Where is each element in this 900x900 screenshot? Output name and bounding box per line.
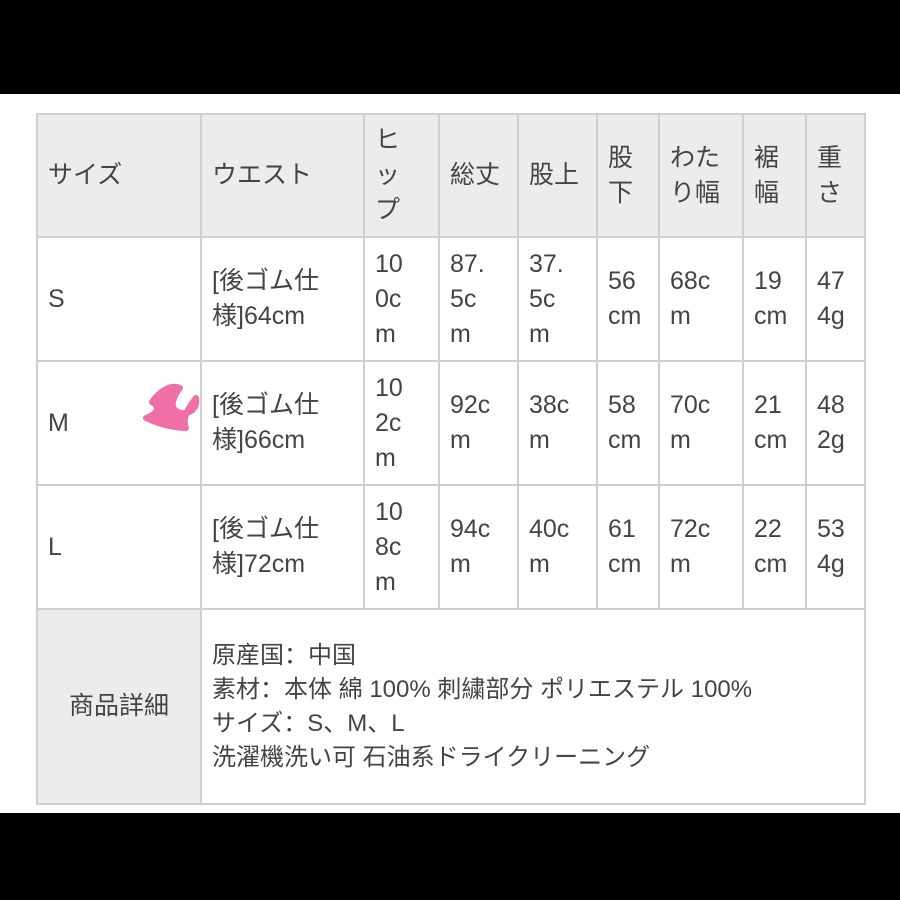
cell-size: L [36, 484, 202, 610]
cell-weight-value: 474g [817, 267, 845, 330]
header-hem: 裾幅 [742, 113, 807, 238]
cell-inseam: 61cm [596, 484, 660, 610]
cell-total-length-value: 92cm [450, 391, 491, 454]
details-care: 洗濯機洗い可 石油系ドライクリーニング [212, 743, 651, 771]
header-thigh-label: わたり幅 [670, 143, 721, 207]
header-waist: ウエスト [200, 113, 365, 238]
cell-rise-value: 38cm [529, 391, 570, 454]
header-hem-label: 裾幅 [754, 143, 780, 207]
details-content: 原産国：中国 素材：本体 綿 100% 刺繍部分 ポリエステル 100% サイズ… [200, 608, 866, 805]
cell-hem-value: 21cm [754, 391, 788, 454]
header-hip-label: ヒップ [375, 126, 401, 224]
header-weight-label: 重さ [817, 143, 843, 207]
cell-thigh: 68cm [658, 236, 744, 362]
details-label: 商品詳細 [36, 608, 202, 805]
header-rise: 股上 [517, 113, 598, 238]
header-inseam: 股下 [596, 113, 660, 238]
pink-scribble-mark [143, 383, 200, 431]
cell-inseam: 56cm [596, 236, 660, 362]
cell-weight-value: 482g [817, 391, 845, 454]
header-inseam-label: 股下 [608, 143, 634, 207]
cell-hem-value: 19cm [754, 267, 788, 330]
cell-weight: 482g [805, 360, 866, 486]
cell-hem-value: 22cm [754, 515, 788, 578]
header-weight: 重さ [805, 113, 866, 238]
header-hip: ヒップ [363, 113, 440, 238]
cell-thigh: 70cm [658, 360, 744, 486]
cell-waist: [後ゴム仕様]66cm [200, 360, 365, 486]
cell-inseam-value: 58cm [608, 391, 642, 454]
cell-weight-value: 534g [817, 515, 845, 578]
header-thigh: わたり幅 [658, 113, 744, 238]
table-row-s: S [後ゴム仕様]64cm 100cm 87.5cm 37.5cm 56cm 6… [36, 236, 866, 362]
header-total-length: 総丈 [438, 113, 519, 238]
cell-rise-value: 40cm [529, 515, 570, 578]
screenshot-content: サイズ ウエスト ヒップ 総丈 股上 股下 わたり幅 裾幅 重さ S [後ゴム仕… [0, 94, 900, 813]
cell-hem: 21cm [742, 360, 807, 486]
cell-total-length-value: 94cm [450, 515, 491, 578]
details-sizes: サイズ：S、M、L [212, 709, 405, 737]
cell-waist: [後ゴム仕様]64cm [200, 236, 365, 362]
cell-total-length: 87.5cm [438, 236, 519, 362]
header-row: サイズ ウエスト ヒップ 総丈 股上 股下 わたり幅 裾幅 重さ [36, 113, 866, 238]
cell-total-length-value: 87.5cm [450, 249, 485, 348]
cell-hip-value: 100cm [375, 249, 403, 348]
cell-waist: [後ゴム仕様]72cm [200, 484, 365, 610]
cell-total-length: 92cm [438, 360, 519, 486]
cell-waist-value: [後ゴム仕様]66cm [212, 391, 319, 454]
cell-thigh-value: 70cm [670, 391, 711, 454]
cell-inseam-value: 56cm [608, 267, 642, 330]
cell-thigh-value: 72cm [670, 515, 711, 578]
cell-hip-value: 108cm [375, 497, 403, 596]
header-size: サイズ [36, 113, 202, 238]
cell-hip: 108cm [363, 484, 440, 610]
cell-weight: 534g [805, 484, 866, 610]
cell-rise: 40cm [517, 484, 598, 610]
cell-hip-value: 102cm [375, 373, 403, 472]
cell-waist-value: [後ゴム仕様]72cm [212, 515, 319, 578]
details-row: 商品詳細 原産国：中国 素材：本体 綿 100% 刺繍部分 ポリエステル 100… [36, 608, 866, 805]
cell-rise: 37.5cm [517, 236, 598, 362]
cell-weight: 474g [805, 236, 866, 362]
cell-hip: 100cm [363, 236, 440, 362]
table-row-m: M [後ゴム仕様]66cm 102cm 92cm 38cm 58cm 70cm … [36, 360, 866, 486]
size-table: サイズ ウエスト ヒップ 総丈 股上 股下 わたり幅 裾幅 重さ S [後ゴム仕… [36, 113, 866, 805]
cell-size: S [36, 236, 202, 362]
cell-hem: 22cm [742, 484, 807, 610]
table-row-l: L [後ゴム仕様]72cm 108cm 94cm 40cm 61cm 72cm … [36, 484, 866, 610]
cell-inseam-value: 61cm [608, 515, 642, 578]
cell-waist-value: [後ゴム仕様]64cm [212, 267, 319, 330]
cell-thigh: 72cm [658, 484, 744, 610]
cell-rise: 38cm [517, 360, 598, 486]
cell-hip: 102cm [363, 360, 440, 486]
cell-total-length: 94cm [438, 484, 519, 610]
details-material: 素材：本体 綿 100% 刺繍部分 ポリエステル 100% [212, 675, 753, 703]
cell-rise-value: 37.5cm [529, 249, 564, 348]
cell-hem: 19cm [742, 236, 807, 362]
cell-thigh-value: 68cm [670, 267, 711, 330]
details-origin: 原産国：中国 [212, 641, 356, 669]
cell-inseam: 58cm [596, 360, 660, 486]
